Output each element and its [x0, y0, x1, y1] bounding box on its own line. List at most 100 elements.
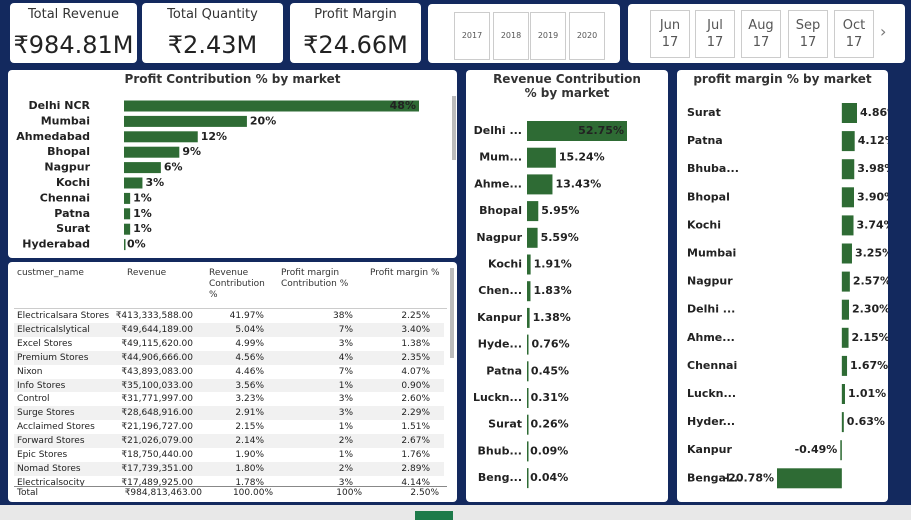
column-header[interactable]: Profit margin %	[370, 268, 440, 278]
category-label: Hyder...	[687, 415, 735, 428]
table-cell: Electricalsocity	[17, 477, 85, 486]
table-cell: ₹21,196,727.00	[121, 422, 193, 433]
table-cell: 4%	[338, 352, 353, 363]
table-cell: ₹35,100,033.00	[121, 380, 193, 391]
table-cell: Acclaimed Stores	[17, 422, 95, 433]
table-cell: 1.38%	[401, 338, 430, 349]
month-button[interactable]: Jun 17	[650, 10, 690, 58]
data-label: 12%	[201, 130, 227, 143]
table-cell: ₹17,489,925.00	[121, 477, 193, 486]
category-label: Hyderabad	[22, 238, 90, 251]
data-label: 4.86%	[860, 106, 888, 119]
table-cell: Info Stores	[17, 380, 66, 391]
bar	[841, 412, 844, 433]
category-label: Chennai	[687, 359, 737, 372]
data-label: 5.95%	[541, 204, 579, 217]
data-label: 0.45%	[531, 364, 569, 377]
category-label: Bhuba...	[687, 162, 739, 175]
data-label: 20%	[250, 114, 276, 127]
data-label: 1.91%	[534, 258, 572, 271]
table-cell: Nixon	[17, 366, 43, 377]
table-cell: 3%	[338, 338, 353, 349]
category-label: Luckn...	[473, 391, 522, 404]
category-label: Beng...	[478, 471, 522, 484]
data-label: 0.26%	[530, 418, 568, 431]
year-label: 2019	[537, 31, 559, 40]
column-header[interactable]: Profit margin Contribution %	[281, 268, 349, 289]
bar	[527, 441, 529, 462]
table-cell: 3%	[338, 477, 353, 486]
card-value: ₹984.81M	[13, 31, 134, 59]
bar	[124, 131, 198, 143]
category-label: Luckn...	[687, 387, 736, 400]
table-cell: 1%	[338, 422, 353, 433]
year-button[interactable]: 2020	[569, 12, 605, 60]
table-body: Electricalsara Stores ₹413,333,588.00 41.9…	[8, 310, 448, 486]
year-button[interactable]: 2018	[493, 12, 529, 60]
category-label: Bhopal	[479, 204, 522, 217]
scrollbar[interactable]	[452, 96, 456, 160]
table-cell: ₹17,739,351.00	[121, 463, 193, 474]
chart-title: Profit Contribution % by market	[124, 72, 341, 86]
table-cell: ₹31,771,997.00	[121, 394, 193, 405]
column-header[interactable]: custmer_name	[17, 268, 84, 278]
category-label: Kanpur	[687, 443, 732, 456]
year-label: 2018	[500, 31, 522, 40]
category-label: Nagpur	[687, 275, 733, 288]
category-label: Surat	[488, 418, 522, 431]
bar	[841, 384, 845, 404]
month-label: Aug	[748, 18, 774, 33]
bar	[527, 414, 529, 435]
year-button[interactable]: 2017	[454, 12, 490, 60]
month-button[interactable]: Jul 17	[695, 10, 735, 58]
bar	[124, 192, 131, 204]
data-label: 0.31%	[531, 391, 569, 404]
month-label: Sep	[795, 18, 821, 33]
card-value: ₹2.43M	[167, 31, 258, 59]
table-cell: ₹28,648,916.00	[121, 408, 193, 419]
column-header[interactable]: Revenue Contribution %	[209, 268, 265, 300]
year-button[interactable]: 2019	[530, 12, 566, 60]
bar	[527, 468, 529, 489]
table-cell: Premium Stores	[17, 352, 89, 363]
table-cell: 1.90%	[235, 450, 264, 460]
table-cell: 1%	[338, 380, 353, 391]
table-cell: 1%	[338, 450, 353, 460]
year-slicer: 2017 2018 2019 2020	[428, 4, 620, 63]
scrollbar[interactable]	[450, 268, 454, 358]
category-label: Mum...	[479, 151, 522, 164]
table-cell: 4.56%	[235, 352, 264, 363]
bar	[124, 177, 143, 189]
month-label: Oct	[842, 18, 866, 33]
column-header[interactable]: Revenue	[127, 268, 167, 278]
year-label: 2020	[576, 31, 598, 40]
category-label: Surat	[687, 106, 721, 119]
data-label: 3.74%	[857, 218, 888, 231]
category-label: Bhopal	[47, 145, 90, 158]
sheet-tab[interactable]	[415, 511, 453, 520]
category-label: Chennai	[40, 191, 90, 204]
chart: Delhi ... 52.75% Mum... 15.24% Ahme... 13.43%…	[473, 121, 627, 489]
bar	[841, 159, 855, 180]
kpi-card: Total Quantity ₹2.43M	[142, 3, 283, 63]
data-label: -0.49%	[795, 443, 838, 456]
kpi-card: Profit Margin ₹24.66M	[290, 3, 421, 63]
bar	[841, 327, 849, 348]
data-label: 1.83%	[533, 284, 571, 297]
chart: Surat 4.86% Patna 4.12% Bhuba... 3.98% Bhopal 3…	[687, 103, 888, 489]
data-label: 3.25%	[855, 247, 888, 260]
month-button[interactable]: Aug 17	[741, 10, 781, 58]
next-arrow[interactable]: ›	[880, 22, 887, 41]
table-cell: 1.80%	[235, 463, 264, 474]
bar	[124, 100, 419, 112]
table-cell: ₹44,906,666.00	[121, 352, 193, 363]
month-button[interactable]: Oct 17	[834, 10, 874, 58]
category-label: Delhi ...	[687, 303, 735, 316]
month-label: Jul	[707, 18, 723, 33]
table-cell: 1.76%	[401, 450, 430, 460]
bar	[527, 361, 529, 382]
data-label: 6%	[164, 161, 183, 174]
table-cell: 2.29%	[401, 408, 430, 419]
month-button[interactable]: Sep 17	[788, 10, 828, 58]
bar	[841, 131, 855, 152]
